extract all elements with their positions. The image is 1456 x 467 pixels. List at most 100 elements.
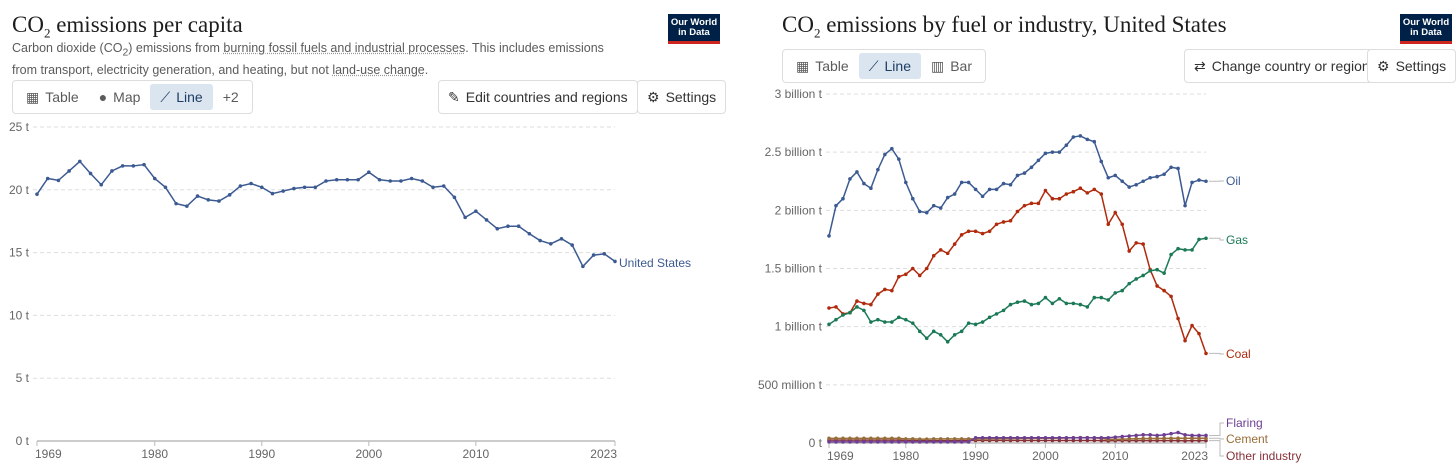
- data-point: [1176, 166, 1180, 171]
- data-point: [1141, 179, 1145, 184]
- change-country-button[interactable]: ⇄ Change country or region: [1184, 49, 1380, 83]
- data-point: [1064, 143, 1069, 147]
- by-fuel-panel: CO2 emissions by fuel or industry, Unite…: [770, 0, 1456, 467]
- gear-icon: ⚙: [1377, 57, 1390, 74]
- data-point: [1029, 201, 1034, 206]
- data-point: [1029, 302, 1034, 307]
- table-icon: ▦: [796, 57, 810, 74]
- data-point: [1197, 331, 1201, 336]
- series-label: Flaring: [1226, 416, 1263, 430]
- tab-line[interactable]: ⟋ Line: [858, 53, 921, 79]
- data-point: [110, 169, 114, 173]
- data-point: [1155, 433, 1159, 438]
- x-tick-label: 1969: [827, 449, 854, 463]
- data-point: [1001, 181, 1006, 186]
- owid-logo[interactable]: Our World in Data: [668, 14, 720, 44]
- data-point: [931, 440, 936, 444]
- data-point: [1127, 281, 1132, 286]
- settings-button[interactable]: ⚙ Settings: [637, 80, 727, 114]
- data-point: [1190, 248, 1194, 252]
- data-point: [1134, 182, 1138, 187]
- data-point: [217, 199, 221, 203]
- data-point: [883, 152, 887, 157]
- data-point: [1092, 139, 1097, 144]
- owid-logo[interactable]: Our World in Data: [1400, 14, 1452, 44]
- data-point: [334, 177, 339, 182]
- y-tick-label: 2.5 billion t: [765, 145, 823, 159]
- data-point: [1183, 203, 1187, 208]
- y-tick-label: 0 t: [809, 436, 823, 450]
- data-point: [238, 184, 243, 188]
- tab-more[interactable]: +2: [222, 89, 239, 105]
- data-point: [1162, 271, 1166, 275]
- data-point: [841, 196, 845, 201]
- series-label: Cement: [1226, 432, 1269, 446]
- data-point: [356, 177, 360, 182]
- data-point: [259, 185, 264, 190]
- data-point: [185, 204, 189, 208]
- tab-table[interactable]: ▦ Table: [796, 57, 849, 75]
- data-point: [1001, 435, 1006, 440]
- data-point: [855, 170, 859, 174]
- tab-map[interactable]: ● Map: [98, 89, 141, 105]
- data-point: [345, 177, 350, 182]
- table-icon: ▦: [26, 88, 40, 105]
- data-point: [1099, 192, 1104, 196]
- data-point: [917, 437, 922, 441]
- globe-icon: ●: [98, 89, 108, 105]
- data-point: [1057, 296, 1062, 301]
- data-point: [1183, 433, 1187, 437]
- data-point: [862, 440, 866, 444]
- data-point: [952, 440, 957, 444]
- data-point: [1106, 435, 1111, 440]
- edit-countries-button[interactable]: ✎ Edit countries and regions: [438, 80, 638, 114]
- data-point: [1120, 437, 1125, 442]
- data-point: [1197, 178, 1201, 182]
- data-point: [890, 288, 894, 293]
- data-point: [527, 231, 532, 236]
- data-point: [938, 206, 943, 210]
- data-point: [938, 440, 943, 444]
- y-tick-label: 3 billion t: [775, 87, 823, 101]
- data-point: [834, 440, 838, 444]
- data-point: [883, 440, 887, 444]
- data-point: [1204, 433, 1208, 438]
- data-point: [987, 435, 992, 440]
- data-point: [924, 440, 929, 444]
- data-point: [1190, 323, 1194, 328]
- data-point: [931, 329, 936, 334]
- data-point: [1050, 196, 1055, 201]
- tab-table[interactable]: ▦ Table: [26, 88, 79, 106]
- data-point: [945, 195, 950, 200]
- data-point: [862, 308, 866, 313]
- data-point: [1015, 435, 1020, 440]
- tab-bar[interactable]: ▥ Bar: [930, 57, 973, 75]
- land-use-link[interactable]: land-use change: [332, 62, 425, 77]
- data-point: [1085, 137, 1090, 142]
- x-tick-label: 2010: [463, 447, 490, 461]
- data-point: [1155, 436, 1159, 441]
- data-point: [994, 222, 999, 227]
- data-point: [1071, 135, 1076, 139]
- data-point: [1183, 338, 1187, 343]
- x-tick-label: 2023: [590, 447, 617, 461]
- data-point: [1127, 434, 1132, 438]
- data-point: [924, 210, 929, 215]
- fossil-fuels-link[interactable]: burning fossil fuels and industrial proc…: [223, 41, 466, 55]
- data-point: [959, 329, 964, 334]
- data-point: [848, 436, 852, 441]
- series-label: Other industry: [1226, 449, 1301, 463]
- data-point: [270, 191, 275, 196]
- data-point: [848, 440, 852, 444]
- data-point: [581, 264, 585, 269]
- x-tick-label: 1990: [248, 447, 275, 461]
- data-point: [78, 159, 82, 164]
- data-point: [903, 440, 908, 444]
- tab-line[interactable]: ⟋ Line: [150, 84, 213, 110]
- data-point: [292, 186, 296, 191]
- x-tick-label: 1990: [962, 449, 989, 463]
- data-point: [1113, 173, 1118, 178]
- data-point: [1155, 267, 1159, 272]
- data-point: [1001, 308, 1006, 313]
- data-point: [883, 436, 887, 441]
